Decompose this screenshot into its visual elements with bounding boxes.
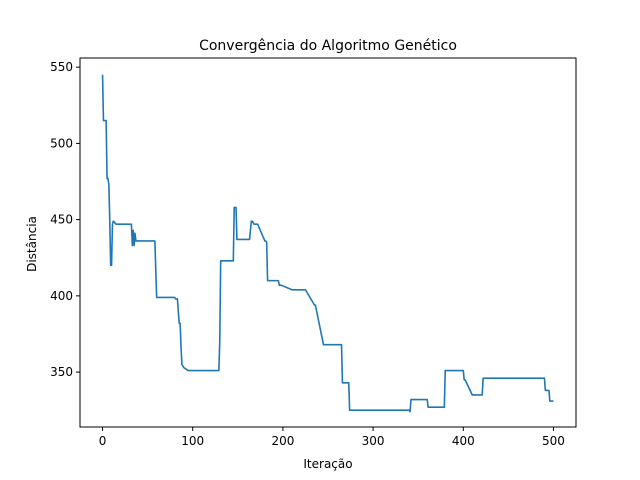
x-tick-label: 300 xyxy=(362,434,385,448)
x-tick-label: 100 xyxy=(181,434,204,448)
x-axis-ticks: 0 100 200 300 400 500 xyxy=(99,427,565,448)
plot-frame xyxy=(79,57,577,428)
x-tick-label: 500 xyxy=(542,434,565,448)
x-tick-label: 400 xyxy=(452,434,475,448)
x-tick-label: 200 xyxy=(271,434,294,448)
y-tick-label: 350 xyxy=(50,365,73,379)
x-axis-title: Iteração xyxy=(303,457,352,471)
plot-line-layer xyxy=(101,74,554,413)
y-tick-label: 500 xyxy=(50,136,73,150)
y-axis-ticks: 350 400 450 500 550 xyxy=(50,60,80,379)
y-tick-label: 400 xyxy=(50,289,73,303)
chart-title: Convergência do Algoritmo Genético xyxy=(199,38,457,54)
y-tick-label: 450 xyxy=(50,213,73,227)
x-tick-label: 0 xyxy=(99,434,107,448)
y-axis-title: Distância xyxy=(25,216,39,272)
y-tick-label: 550 xyxy=(50,60,73,74)
series-line-0 xyxy=(101,74,554,413)
